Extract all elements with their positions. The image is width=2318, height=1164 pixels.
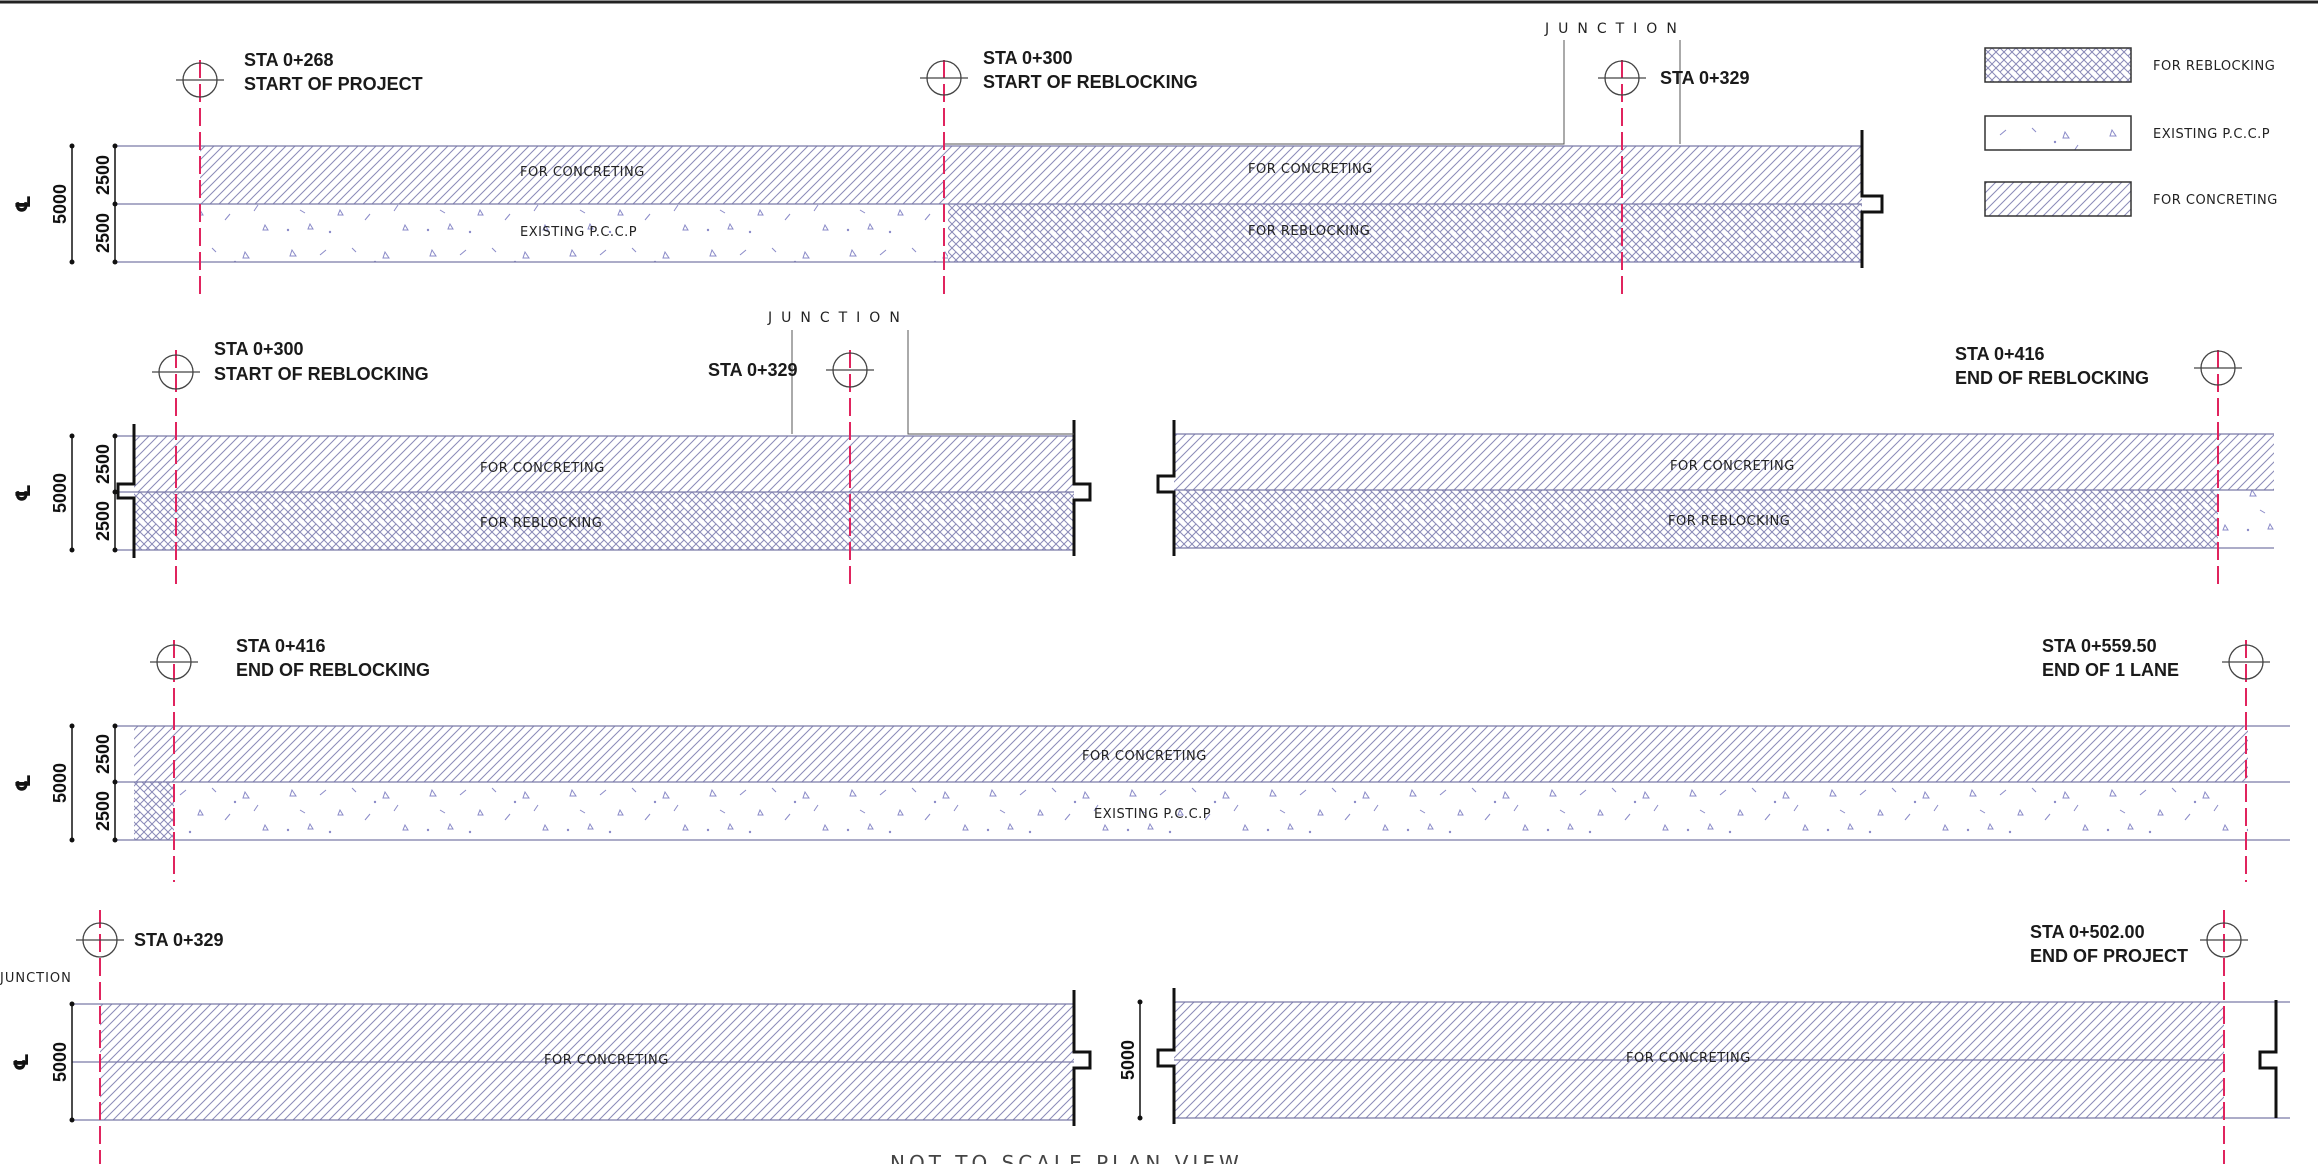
legend-swatch-pccp [1984,115,2132,151]
strip1-sta-b-desc: START OF REBLOCKING [983,72,1198,92]
strip4l-centerline-symbol: ℄ [9,1053,33,1071]
strip1-dim-2500-bottom: 2500 [93,213,113,253]
strip2l-text-reblocking: FOR REBLOCKING [480,516,602,531]
legend: FOR REBLOCKING EXISTING P.C.C.P FOR CONC… [1984,47,2278,217]
strip4r-sta-desc: END OF PROJECT [2030,946,2188,966]
strip3-sta-b: STA 0+559.50 [2042,636,2157,656]
strip4l-dim-5000: 5000 [50,1042,70,1082]
strip1-dim-2500-top: 2500 [93,155,113,195]
strip1-text-pccp: EXISTING P.C.C.P [520,225,637,240]
strip-4-right: 5000 FOR CONCRETING STA 0+502.00 END OF … [1118,910,2290,1164]
strip3-concrete-lane [134,726,2248,782]
strip4r-break-right [2258,1000,2278,1118]
strip3-dim-5000: 5000 [50,763,70,803]
strip2r-text-reblocking: FOR REBLOCKING [1668,514,1790,529]
strip3-pccp-lane [174,782,2248,840]
strip3-reblock-stub [134,782,174,840]
strip1-dim-5000: 5000 [50,184,70,224]
strip4r-break-left [1156,988,1176,1124]
legend-label-concreting: FOR CONCRETING [2153,193,2278,208]
strip2r-sta-desc: END OF REBLOCKING [1955,368,2149,388]
strip1-reblock-lane [948,204,1862,262]
strip1-text-reblocking: FOR REBLOCKING [1248,224,1370,239]
strip1-text-concreting-2: FOR CONCRETING [1248,162,1373,177]
strip2l-text-concreting: FOR CONCRETING [480,461,605,476]
strip3-text-concreting: FOR CONCRETING [1082,749,1207,764]
strip2l-sta-b: STA 0+329 [708,360,798,380]
strip1-break-right [1860,130,1884,268]
strip1-junction-leader-left [944,40,1565,145]
strip4l-junction-label: JUNCTION [0,971,72,986]
legend-label-reblocking: FOR REBLOCKING [2153,59,2275,74]
strip1-sta-b: STA 0+300 [983,48,1073,68]
legend-label-pccp: EXISTING P.C.C.P [2153,127,2270,142]
strip-2-left: 5000 2500 2500 ℄ FOR CONCRETING FOR REBL… [11,310,1092,590]
strip1-concrete-lane [200,146,1862,204]
strip3-sta-a-desc: END OF REBLOCKING [236,660,430,680]
strip1-sta-a-desc: START OF PROJECT [244,74,423,94]
strip2l-break-right [1072,420,1092,556]
strip2l-break-left [116,424,136,558]
strip-1: 5000 2500 2500 ℄ FOR CONCRETING EXISTING… [11,21,1884,300]
strip3-dim-2500-top: 2500 [93,734,113,774]
strip2l-dim-2500-bottom: 2500 [93,501,113,541]
strip1-sta-c: STA 0+329 [1660,68,1750,88]
strip2l-junction-label: JUNCTION [767,310,909,326]
strip2l-dim-2500-top: 2500 [93,444,113,484]
strip3-dim-2500-bottom: 2500 [93,791,113,831]
strip4l-text-concreting: FOR CONCRETING [544,1053,669,1068]
strip-3: 5000 2500 2500 ℄ FOR CONCRETING EXISTING… [11,636,2290,882]
strip2l-reblock-lane [134,492,1074,550]
strip3-text-pccp: EXISTING P.C.C.P [1094,807,1211,822]
strip1-centerline-symbol: ℄ [11,195,35,213]
strip4r-text-concreting: FOR CONCRETING [1626,1051,1751,1066]
strip3-sta-a: STA 0+416 [236,636,326,656]
strip1-sta-a: STA 0+268 [244,50,334,70]
strip3-sta-b-desc: END OF 1 LANE [2042,660,2179,680]
strip2r-reblock-lane [1174,490,2218,548]
strip1-junction-label: JUNCTION [1544,21,1686,37]
strip2l-sta-a: STA 0+300 [214,339,304,359]
strip4l-break-right [1072,990,1092,1126]
strip2l-centerline-symbol: ℄ [11,484,35,502]
strip2l-concrete-lane [134,436,1074,492]
strip3-centerline-symbol: ℄ [11,774,35,792]
strip4r-dim-5000: 5000 [1118,1040,1138,1080]
strip2r-break-left [1156,420,1176,556]
strip4l-sta: STA 0+329 [134,930,224,950]
strip1-text-concreting-1: FOR CONCRETING [520,165,645,180]
strip2r-sta: STA 0+416 [1955,344,2045,364]
strip2r-concrete-lane [1174,434,2274,490]
bottom-title: NOT TO SCALE PLAN VIEW [890,1151,1243,1164]
strip-2-right: FOR CONCRETING FOR REBLOCKING STA 0+416 … [1156,344,2274,590]
strip-4-left: 5000 ℄ FOR CONCRETING JUNCTION STA 0+329 [0,910,1092,1164]
strip1-pccp-lane [200,204,948,262]
legend-swatch-concreting [1984,181,2132,217]
strip2r-text-concreting: FOR CONCRETING [1670,459,1795,474]
strip2l-dim-5000: 5000 [50,473,70,513]
legend-swatch-reblocking [1984,47,2132,83]
strip2l-sta-a-desc: START OF REBLOCKING [214,364,429,384]
strip4r-sta: STA 0+502.00 [2030,922,2145,942]
